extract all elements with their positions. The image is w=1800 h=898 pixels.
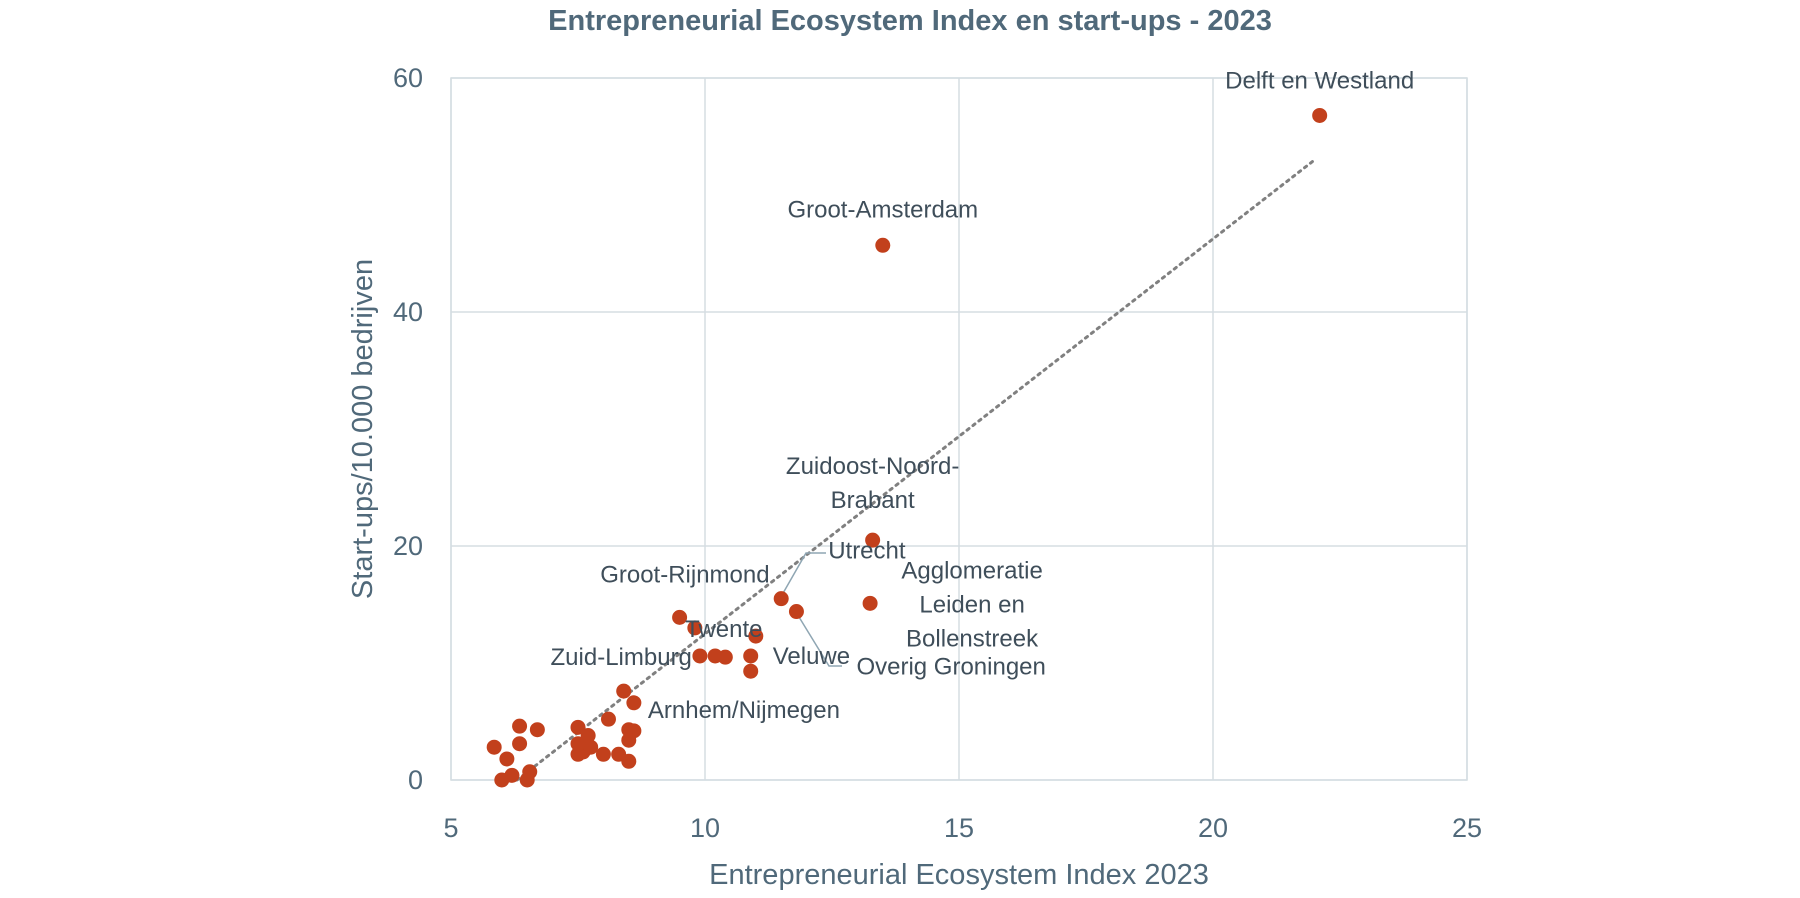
chart-title: Entrepreneurial Ecosystem Index en start… — [548, 5, 1272, 37]
data-label: Agglomeratie Leiden en Bollenstreek — [901, 557, 1042, 652]
y-tick-label: 0 — [408, 765, 423, 795]
data-point — [499, 751, 515, 767]
data-label: Twente — [685, 616, 762, 643]
data-label: Delft en Westland — [1225, 67, 1414, 94]
y-axis-label: Start-ups/10.000 bedrijven — [347, 259, 379, 599]
leader-line-utrecht — [781, 552, 826, 596]
x-tick-label: 20 — [1198, 813, 1228, 843]
data-point — [529, 722, 545, 738]
data-label: Overig Groningen — [856, 654, 1045, 681]
data-point — [580, 728, 596, 744]
data-point — [1312, 107, 1328, 123]
data-point — [717, 649, 733, 665]
trendline — [515, 158, 1317, 782]
data-point — [862, 595, 878, 611]
data-label: Arnhem/Nijmegen — [648, 697, 840, 724]
data-point — [611, 746, 627, 762]
data-point — [621, 732, 637, 748]
data-point — [626, 695, 642, 711]
x-tick-label: 15 — [944, 813, 974, 843]
data-point — [570, 746, 586, 762]
x-tick-label: 10 — [690, 813, 720, 843]
data-point — [600, 711, 616, 727]
data-point — [788, 604, 804, 620]
data-point — [865, 532, 881, 548]
y-axis-ticks: 0 20 40 60 — [393, 63, 423, 795]
data-point — [519, 772, 535, 788]
data-labels: Delft en Westland Groot-Amsterdam Zuidoost… — [551, 67, 1415, 723]
data-label: Groot-Rijnmond — [600, 561, 769, 588]
x-axis-ticks: 5 10 15 20 25 — [443, 813, 1482, 843]
data-point — [743, 663, 759, 679]
data-point — [570, 719, 586, 735]
data-label: Veluwe — [773, 643, 850, 670]
data-label: Utrecht — [828, 538, 906, 565]
data-point — [616, 683, 632, 699]
x-tick-label: 5 — [443, 813, 458, 843]
data-point — [570, 736, 586, 752]
y-tick-label: 20 — [393, 531, 423, 561]
data-point — [672, 609, 688, 625]
data-point — [692, 648, 708, 664]
x-axis-label: Entrepreneurial Ecosystem Index 2023 — [709, 859, 1209, 891]
plot-frame — [450, 77, 1468, 781]
data-point — [512, 718, 528, 734]
data-label: Zuidoost-Noord-Brabant — [786, 453, 959, 514]
data-point — [494, 772, 510, 788]
label-leader-lines — [781, 552, 842, 667]
data-label: Groot-Amsterdam — [787, 196, 978, 223]
data-label: Zuid-Limburg — [551, 644, 692, 671]
data-points — [486, 107, 1328, 788]
data-point — [512, 736, 528, 752]
x-tick-label: 25 — [1452, 813, 1482, 843]
data-point — [875, 237, 891, 253]
data-point — [773, 591, 789, 607]
leader-line-overig-groningen — [798, 616, 842, 667]
y-tick-label: 40 — [393, 297, 423, 327]
data-point — [687, 620, 703, 636]
data-point — [743, 648, 759, 664]
y-tick-label: 60 — [393, 63, 423, 93]
data-point — [486, 739, 502, 755]
data-point — [595, 746, 611, 762]
data-point — [748, 628, 764, 644]
